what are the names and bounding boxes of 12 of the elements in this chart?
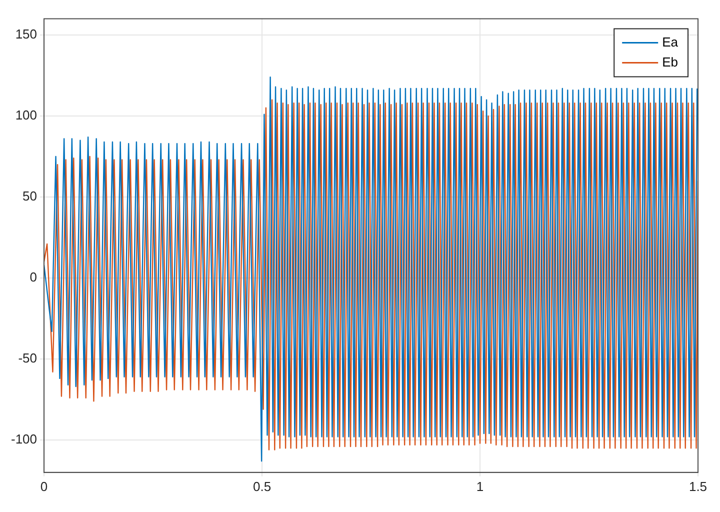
y-tick-label: 100 [15, 108, 38, 123]
y-tick-label: -100 [10, 432, 38, 447]
legend-label: Eb [662, 54, 678, 70]
y-tick-label: 0 [30, 270, 38, 285]
y-tick-label: 50 [22, 188, 38, 204]
x-tick-label: 0 [40, 478, 48, 494]
x-tick-label: 0.5 [252, 478, 272, 494]
y-tick-label: -50 [18, 350, 38, 366]
x-tick-label: 1 [476, 478, 484, 494]
legend-label: Ea [662, 34, 679, 50]
x-tick-label: 1.5 [688, 478, 708, 494]
y-tick-label: 150 [15, 26, 38, 42]
